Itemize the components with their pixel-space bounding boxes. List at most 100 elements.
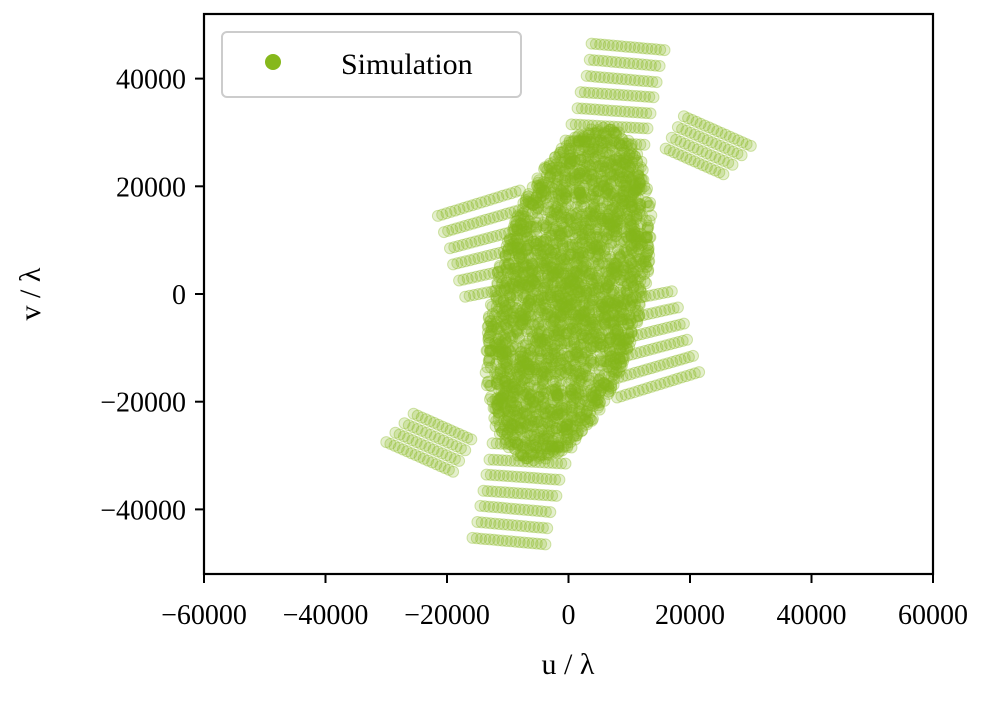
- data-point: [569, 226, 582, 239]
- data-point: [629, 191, 642, 204]
- data-point: [504, 401, 517, 414]
- data-point: [542, 197, 555, 210]
- data-point: [635, 155, 648, 168]
- data-point: [507, 315, 520, 327]
- data-point: [607, 284, 620, 297]
- data-point: [526, 198, 539, 211]
- data-point: [527, 420, 540, 433]
- data-point: [586, 143, 599, 156]
- data-point: [517, 355, 530, 368]
- data-point: [579, 214, 592, 227]
- data-point: [631, 264, 644, 277]
- data-point: [559, 427, 572, 440]
- data-point: [590, 340, 603, 353]
- data-point: [621, 287, 634, 300]
- data-point: [612, 338, 625, 351]
- data-point: [521, 427, 534, 439]
- data-point: [540, 243, 553, 256]
- data-point: [617, 261, 630, 273]
- data-point: [569, 321, 582, 334]
- data-point: [504, 316, 517, 329]
- data-point: [616, 313, 629, 326]
- data-point: [499, 346, 512, 359]
- data-point: [609, 213, 622, 226]
- data-point: [585, 218, 597, 231]
- data-point: [596, 295, 608, 308]
- data-point: [557, 206, 570, 219]
- data-point: [511, 391, 524, 403]
- data-point: [590, 382, 603, 395]
- data-point: [638, 268, 651, 281]
- data-point: [527, 361, 540, 374]
- data-point: [535, 449, 548, 462]
- data-point: [530, 244, 543, 257]
- data-point: [580, 226, 592, 239]
- data-point: [621, 152, 634, 165]
- data-point: [556, 217, 569, 230]
- data-point: [568, 289, 581, 301]
- data-point: [532, 200, 545, 212]
- data-point: [514, 318, 527, 331]
- data-point: [582, 224, 595, 237]
- data-point: [564, 152, 577, 165]
- data-point: [578, 306, 591, 319]
- data-point: [576, 281, 588, 294]
- data-point: [592, 258, 605, 271]
- data-point: [563, 158, 576, 171]
- x-tick-label: 60000: [898, 600, 968, 631]
- data-point: [588, 316, 601, 329]
- data-point: [505, 438, 518, 451]
- data-point: [594, 354, 607, 367]
- data-point: [567, 429, 580, 442]
- data-point: [573, 251, 586, 264]
- data-point: [591, 253, 604, 266]
- data-point: [531, 283, 544, 296]
- data-point: [494, 341, 507, 354]
- data-point: [506, 390, 519, 403]
- data-point: [584, 311, 597, 324]
- data-point: [572, 136, 585, 149]
- data-point: [585, 214, 598, 227]
- data-point: [554, 212, 567, 225]
- data-point: [561, 303, 574, 316]
- data-point: [561, 225, 574, 238]
- data-point: [595, 160, 608, 173]
- data-point: [525, 414, 538, 427]
- data-point: [584, 343, 597, 356]
- data-point: [565, 284, 578, 297]
- data-point: [532, 265, 545, 278]
- data-point: [641, 238, 654, 251]
- data-point: [572, 386, 585, 399]
- data-point: [569, 265, 582, 278]
- data-point: [579, 341, 592, 353]
- data-point: [592, 282, 605, 295]
- data-point: [614, 175, 627, 188]
- data-point: [537, 406, 550, 419]
- data-point: [555, 378, 568, 391]
- data-point: [516, 421, 528, 434]
- data-point: [621, 326, 634, 339]
- data-point: [623, 166, 636, 179]
- data-point: [568, 358, 581, 371]
- data-point: [503, 280, 516, 293]
- data-point: [540, 402, 552, 414]
- data-point: [597, 214, 610, 227]
- data-point: [597, 231, 610, 244]
- data-point: [629, 280, 642, 292]
- data-point: [610, 261, 623, 274]
- data-point: [547, 243, 560, 256]
- data-point: [626, 291, 639, 304]
- data-point: [495, 296, 508, 308]
- data-point: [582, 378, 595, 391]
- data-point: [509, 234, 522, 247]
- data-point: [576, 164, 589, 176]
- data-point: [551, 324, 564, 337]
- data-point: [634, 260, 647, 273]
- data-point: [492, 322, 505, 335]
- data-point: [534, 235, 547, 248]
- data-point: [510, 365, 523, 378]
- data-point: [496, 396, 509, 409]
- data-point: [622, 303, 635, 316]
